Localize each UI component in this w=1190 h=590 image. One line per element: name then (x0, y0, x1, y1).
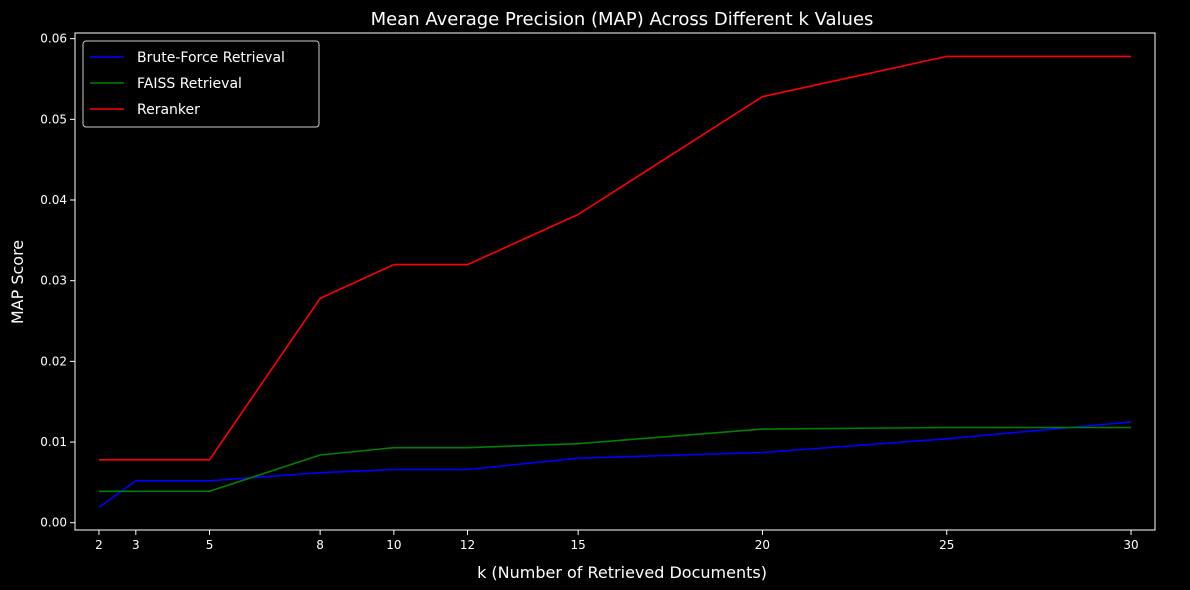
x-tick-label: 8 (316, 538, 324, 552)
legend-label: Brute-Force Retrieval (137, 50, 285, 66)
series-lines (98, 55, 1132, 509)
series-line-reranker (99, 55, 1131, 461)
x-axis-label: k (Number of Retrieved Documents) (477, 563, 767, 582)
y-tick-label: 0.06 (40, 32, 67, 46)
y-tick-label: 0.00 (40, 516, 67, 530)
y-axis-label: MAP Score (8, 240, 27, 324)
x-tick-label: 20 (755, 538, 770, 552)
x-axis-ticks: 2 3 5 8 10 12 15 20 25 30 (95, 530, 1139, 552)
x-tick-label: 25 (939, 538, 954, 552)
plot-frame (74, 32, 1156, 531)
y-tick-label: 0.03 (40, 274, 67, 288)
legend-label: Reranker (137, 102, 200, 118)
x-tick-label: 3 (132, 538, 140, 552)
y-tick-label: 0.01 (40, 435, 67, 449)
legend-frame (82, 40, 320, 128)
x-tick-label: 15 (570, 538, 585, 552)
legend: Brute-Force Retrieval FAISS Retrieval Rera… (82, 40, 320, 128)
chart-title: Mean Average Precision (MAP) Across Diff… (371, 9, 874, 30)
y-tick-label: 0.02 (40, 354, 67, 368)
x-tick-label: 30 (1123, 538, 1138, 552)
y-tick-label: 0.04 (40, 193, 67, 207)
y-axis-ticks: 0.00 0.01 0.02 0.03 0.04 0.05 0.06 (40, 32, 75, 530)
legend-label: FAISS Retrieval (137, 76, 242, 92)
x-tick-label: 2 (95, 538, 103, 552)
x-tick-label: 10 (386, 538, 401, 552)
y-tick-label: 0.05 (40, 112, 67, 126)
x-tick-label: 5 (206, 538, 214, 552)
x-tick-label: 12 (460, 538, 475, 552)
series-line-faiss-retrieval (99, 426, 1131, 493)
series-line-brute-force-retrieval (98, 421, 1132, 509)
